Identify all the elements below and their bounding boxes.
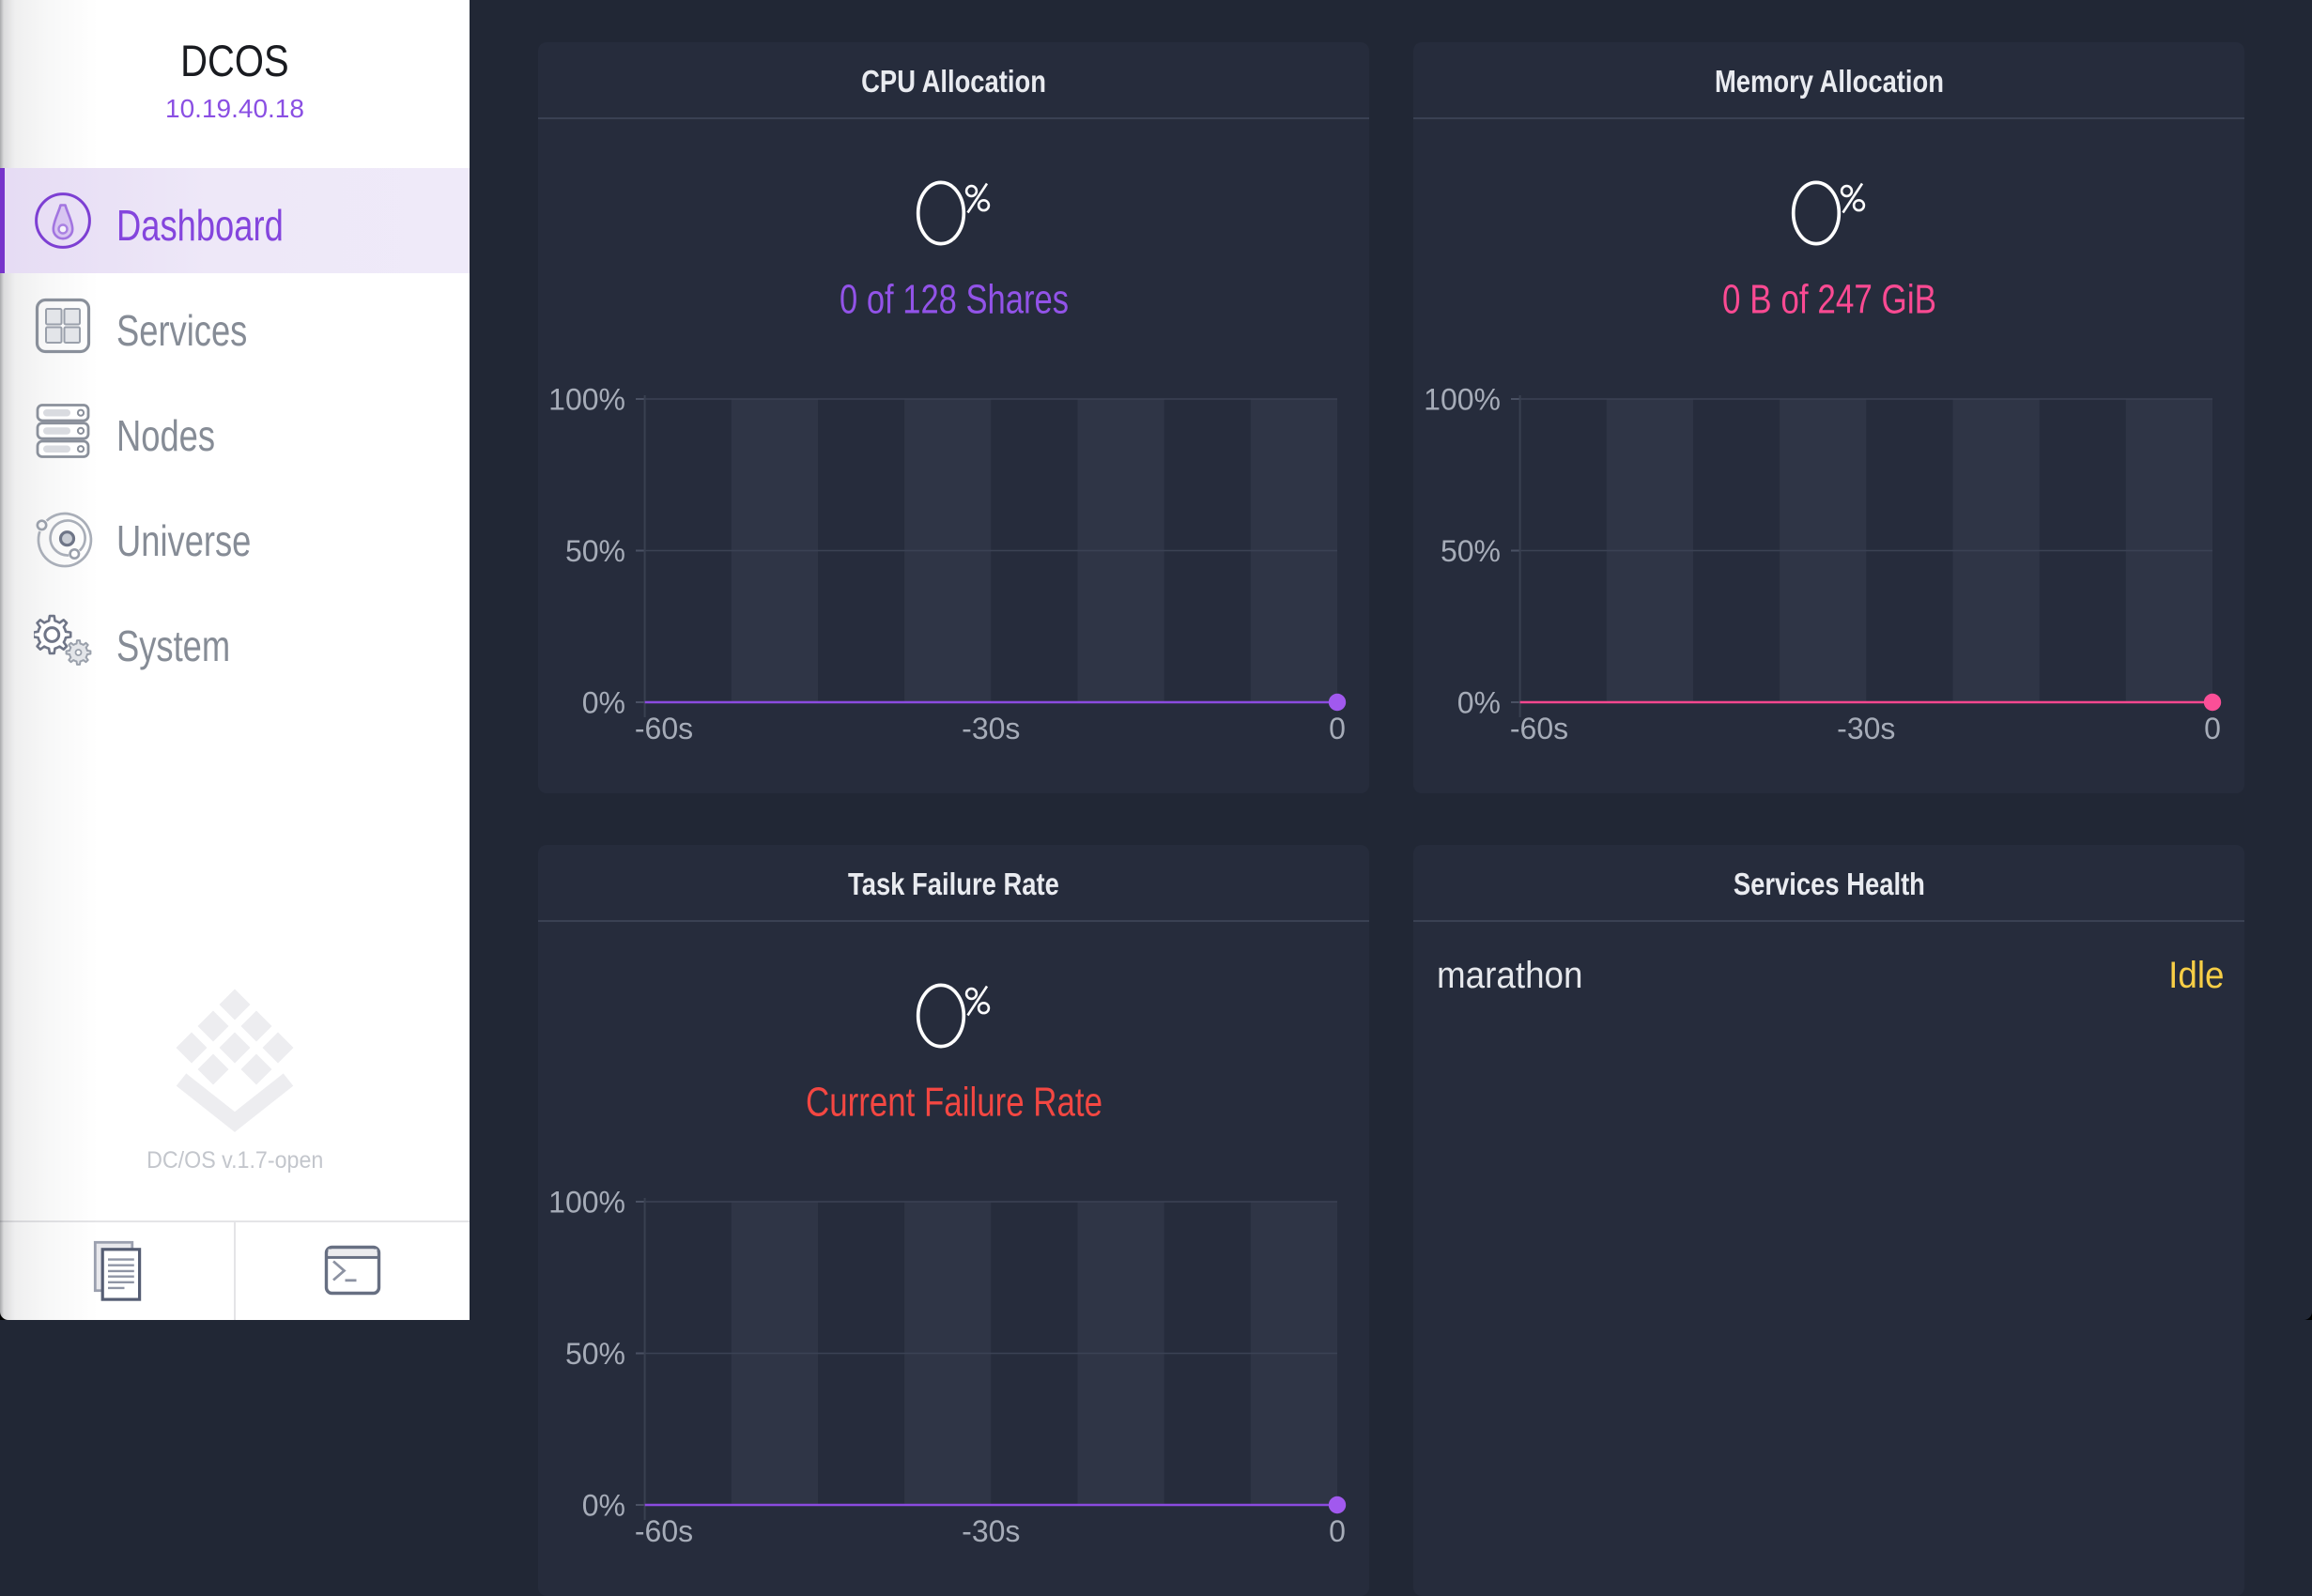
svg-text:100%: 100% (548, 383, 625, 417)
svg-text:0 of 128 Shares: 0 of 128 Shares (840, 277, 1069, 323)
svg-text:0%: 0% (582, 1489, 625, 1523)
svg-text:50%: 50% (565, 1337, 625, 1371)
svg-text:0: 0 (1329, 1514, 1346, 1548)
svg-text:-30s: -30s (962, 1514, 1020, 1548)
svg-text:-60s: -60s (635, 1514, 693, 1548)
svg-text:100%: 100% (548, 1186, 625, 1220)
svg-text:100%: 100% (1424, 383, 1501, 417)
svg-text:-60s: -60s (1510, 712, 1568, 745)
svg-text:50%: 50% (565, 534, 625, 568)
svg-text:0: 0 (1329, 712, 1346, 745)
svg-text:0%: 0% (582, 686, 625, 720)
svg-text:-30s: -30s (962, 712, 1020, 745)
svg-text:0%: 0% (1457, 686, 1501, 720)
svg-text:0 B of 247 GiB: 0 B of 247 GiB (1722, 277, 1936, 323)
svg-text:50%: 50% (1441, 534, 1501, 568)
svg-text:-30s: -30s (1837, 712, 1895, 745)
svg-text:0: 0 (2204, 712, 2221, 745)
svg-text:-60s: -60s (635, 712, 693, 745)
svg-text:Current Failure Rate: Current Failure Rate (806, 1080, 1102, 1126)
